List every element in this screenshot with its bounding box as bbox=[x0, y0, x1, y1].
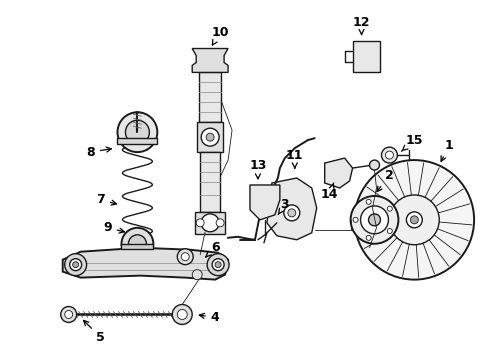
Circle shape bbox=[370, 45, 376, 50]
Circle shape bbox=[65, 310, 73, 319]
Circle shape bbox=[192, 270, 202, 280]
Circle shape bbox=[355, 160, 474, 280]
Circle shape bbox=[201, 214, 219, 232]
Text: 1: 1 bbox=[441, 139, 454, 161]
Circle shape bbox=[284, 205, 300, 221]
Text: 7: 7 bbox=[96, 193, 117, 206]
Circle shape bbox=[177, 310, 187, 319]
Circle shape bbox=[213, 55, 223, 66]
Circle shape bbox=[350, 196, 398, 244]
Text: 12: 12 bbox=[353, 16, 370, 35]
Circle shape bbox=[172, 305, 192, 324]
Circle shape bbox=[261, 203, 269, 211]
Circle shape bbox=[215, 262, 221, 268]
Circle shape bbox=[355, 60, 361, 67]
Circle shape bbox=[410, 216, 418, 224]
Circle shape bbox=[206, 133, 214, 141]
Circle shape bbox=[406, 212, 422, 228]
Circle shape bbox=[353, 217, 358, 222]
Bar bbox=[195, 212, 225, 234]
Circle shape bbox=[73, 262, 78, 268]
Circle shape bbox=[268, 189, 276, 197]
Circle shape bbox=[177, 249, 193, 265]
Circle shape bbox=[65, 254, 87, 276]
Text: 14: 14 bbox=[321, 183, 339, 202]
Polygon shape bbox=[325, 158, 353, 188]
Circle shape bbox=[390, 195, 439, 245]
Polygon shape bbox=[250, 185, 280, 220]
Circle shape bbox=[125, 120, 149, 144]
Circle shape bbox=[181, 253, 189, 261]
Bar bbox=[199, 72, 221, 122]
Circle shape bbox=[196, 219, 204, 227]
Circle shape bbox=[387, 229, 392, 234]
Text: 8: 8 bbox=[86, 145, 111, 159]
Text: 5: 5 bbox=[84, 320, 105, 344]
Bar bbox=[200, 152, 220, 212]
Text: 11: 11 bbox=[286, 149, 304, 168]
Circle shape bbox=[382, 147, 397, 163]
Circle shape bbox=[336, 170, 342, 176]
Circle shape bbox=[216, 219, 224, 227]
Circle shape bbox=[122, 228, 153, 260]
Circle shape bbox=[254, 189, 262, 197]
Circle shape bbox=[361, 206, 389, 234]
Circle shape bbox=[366, 235, 371, 240]
Polygon shape bbox=[63, 248, 228, 280]
Circle shape bbox=[197, 55, 207, 66]
Bar bbox=[353, 41, 380, 72]
Circle shape bbox=[200, 58, 205, 63]
Text: 13: 13 bbox=[249, 158, 267, 179]
Text: 6: 6 bbox=[206, 241, 220, 257]
Circle shape bbox=[368, 214, 380, 226]
Text: 15: 15 bbox=[401, 134, 423, 151]
Text: 3: 3 bbox=[278, 198, 289, 214]
Polygon shape bbox=[192, 49, 228, 72]
Text: 10: 10 bbox=[211, 26, 229, 45]
Circle shape bbox=[128, 235, 147, 253]
Circle shape bbox=[201, 128, 219, 146]
Bar bbox=[122, 244, 153, 249]
Circle shape bbox=[61, 306, 76, 323]
Circle shape bbox=[355, 45, 361, 50]
Circle shape bbox=[370, 60, 376, 67]
Circle shape bbox=[216, 58, 220, 63]
Circle shape bbox=[369, 160, 379, 170]
Circle shape bbox=[366, 199, 371, 204]
Circle shape bbox=[207, 254, 229, 276]
Circle shape bbox=[70, 259, 82, 271]
Circle shape bbox=[332, 166, 345, 180]
Circle shape bbox=[387, 206, 392, 211]
Text: 4: 4 bbox=[199, 311, 220, 324]
Circle shape bbox=[212, 259, 224, 271]
Polygon shape bbox=[267, 178, 317, 240]
Circle shape bbox=[118, 112, 157, 152]
Circle shape bbox=[386, 151, 393, 159]
Text: 9: 9 bbox=[103, 221, 124, 234]
Bar bbox=[118, 138, 157, 144]
Circle shape bbox=[288, 209, 296, 217]
Bar bbox=[197, 122, 223, 152]
Text: 2: 2 bbox=[377, 168, 394, 192]
